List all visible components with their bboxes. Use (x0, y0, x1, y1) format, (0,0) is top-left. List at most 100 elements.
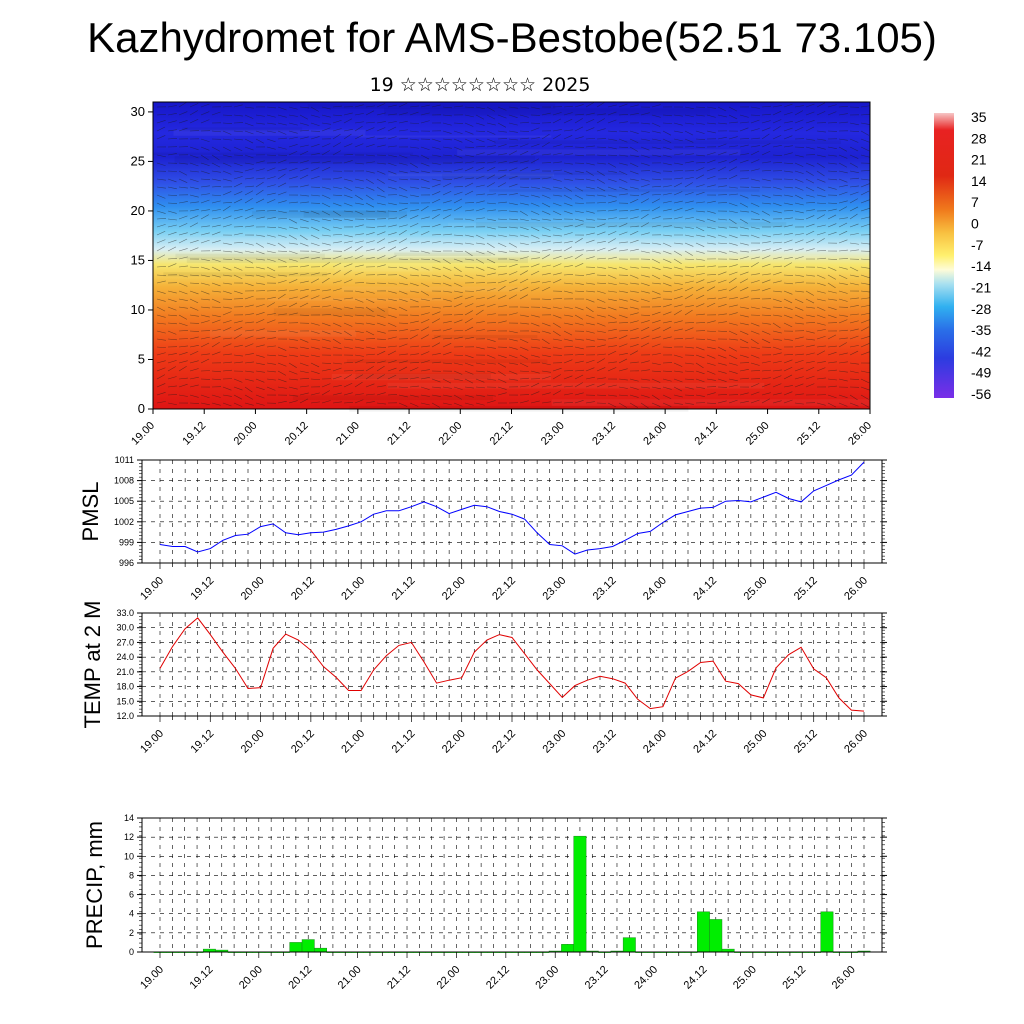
wind-barb (827, 146, 837, 150)
precip-x-tick-label: 21.00 (336, 964, 364, 992)
wind-barb (750, 273, 760, 276)
wind-barb (398, 214, 408, 220)
wind-barb (596, 154, 606, 156)
wind-barb (761, 398, 771, 404)
wind-barb (431, 353, 441, 356)
wind-barb (684, 176, 694, 180)
wind-barb (310, 362, 320, 368)
heatmap-band (494, 140, 842, 144)
wind-barb (332, 262, 342, 268)
wind-barb (761, 369, 771, 372)
wind-barb (310, 354, 320, 358)
wind-barb (277, 191, 287, 196)
wind-barb (486, 242, 495, 249)
wind-barb (266, 386, 276, 391)
wind-barb (442, 190, 452, 196)
wind-barb (211, 249, 221, 252)
wind-barb (827, 231, 837, 236)
precip-bar (289, 942, 303, 953)
wind-barb (827, 258, 837, 260)
wind-barb (838, 402, 848, 407)
wind-barb (772, 280, 782, 284)
wind-barb (376, 162, 386, 165)
wind-barb (607, 170, 617, 173)
wind-barb (398, 353, 408, 356)
wind-barb (277, 130, 287, 135)
wind-barb (585, 359, 595, 364)
wind-barb (552, 226, 562, 230)
wind-barb (233, 354, 243, 357)
wind-barb (596, 102, 605, 108)
wind-barb (321, 194, 331, 199)
wind-barb (761, 306, 771, 310)
wind-barb (475, 106, 485, 110)
wind-barb (860, 138, 870, 143)
wind-barb (695, 226, 705, 232)
wind-barb (255, 304, 265, 308)
wind-barb (244, 321, 254, 324)
wind-barb (827, 266, 837, 271)
heatmap-band (388, 173, 555, 177)
wind-barb (552, 367, 562, 372)
colorbar-label: 21 (971, 152, 987, 168)
wind-barb (607, 321, 617, 324)
wind-barb (794, 239, 804, 244)
wind-barb (244, 114, 254, 119)
wind-barb (156, 306, 166, 312)
colorbar-label: -28 (971, 301, 991, 317)
wind-barb (662, 320, 672, 324)
wind-barb (717, 114, 727, 118)
wind-barb (321, 210, 331, 216)
wind-barb (200, 282, 210, 286)
heatmap-band (510, 172, 625, 175)
wind-barb (838, 319, 848, 324)
wind-barb (475, 362, 485, 365)
wind-barb (849, 297, 859, 300)
wind-barb (321, 234, 331, 237)
precip-x-tick-label: 26.00 (830, 964, 858, 992)
heatmap-y-tick-label: 15 (131, 252, 145, 267)
wind-barb (519, 256, 529, 260)
wind-barb (706, 234, 716, 238)
wind-barb (519, 294, 529, 300)
wind-barb (574, 369, 584, 372)
wind-barb (838, 206, 848, 212)
wind-barb (695, 370, 705, 375)
wind-barb (838, 329, 848, 332)
wind-barb (761, 150, 771, 156)
wind-barb (211, 342, 220, 348)
wind-barb (486, 209, 496, 212)
wind-barb (684, 402, 694, 405)
wind-barb (376, 246, 386, 252)
pmsl-y-tick-label: 1002 (114, 517, 134, 527)
wind-barb (530, 151, 540, 156)
wind-barb (783, 224, 793, 228)
wind-barb (750, 210, 760, 215)
wind-barb (178, 314, 188, 320)
wind-barb (365, 248, 375, 252)
heatmap-band (307, 104, 556, 109)
wind-barb (442, 282, 452, 287)
wind-barb (431, 274, 441, 278)
wind-barb (827, 186, 837, 190)
wind-barb (728, 145, 738, 148)
wind-barb (156, 230, 166, 236)
wind-barb (695, 394, 705, 397)
wind-barb (651, 114, 661, 118)
wind-barb (255, 242, 264, 248)
wind-barb (651, 242, 661, 245)
heatmap-band (564, 238, 685, 243)
wind-barb (673, 337, 683, 340)
wind-barb (156, 218, 166, 220)
wind-barb (321, 362, 332, 364)
wind-barb (816, 306, 826, 311)
wind-barb (486, 313, 496, 316)
wind-barb (673, 226, 683, 229)
wind-barb (783, 210, 793, 212)
wind-barb (299, 174, 309, 180)
wind-barb (585, 118, 595, 124)
wind-barb (673, 258, 682, 264)
wind-barb (816, 202, 826, 204)
wind-barb (398, 154, 408, 159)
wind-barb (167, 322, 177, 325)
